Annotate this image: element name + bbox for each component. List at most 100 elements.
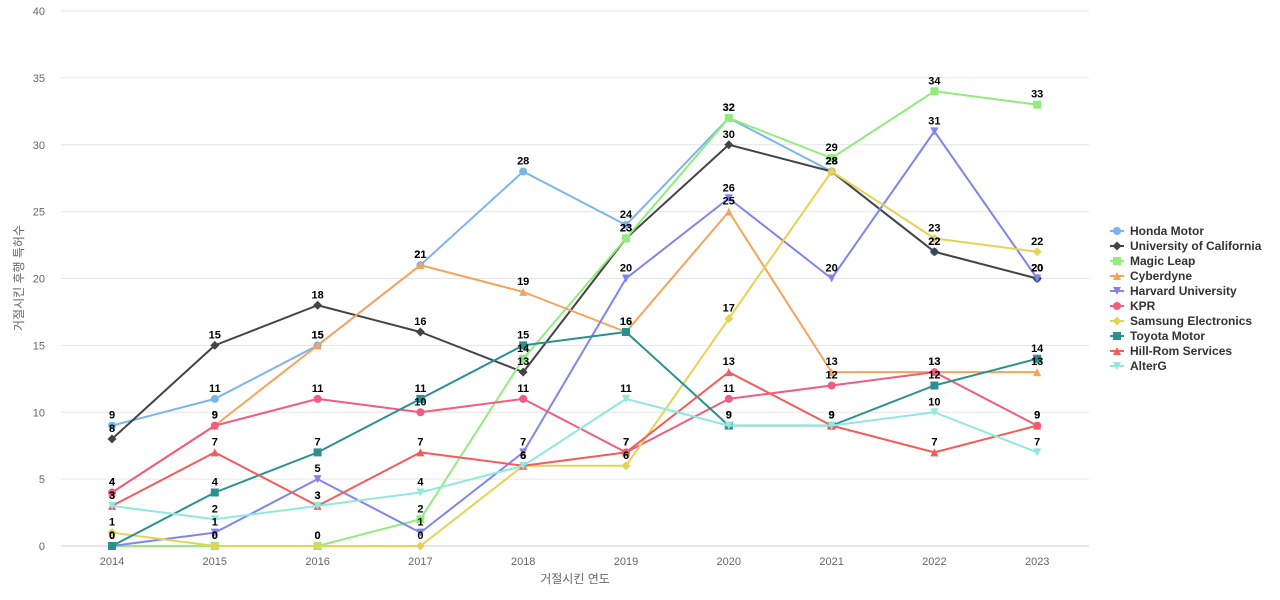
data-label: 15	[311, 329, 323, 341]
data-point[interactable]	[416, 448, 425, 457]
legend-item[interactable]: KPR	[1110, 299, 1156, 313]
data-point[interactable]	[724, 114, 733, 122]
data-point[interactable]	[622, 234, 630, 243]
data-point[interactable]	[313, 501, 322, 510]
data-point[interactable]	[724, 314, 734, 324]
legend-item[interactable]: Cyberdyne	[1110, 269, 1192, 283]
data-point[interactable]	[313, 475, 322, 484]
data-point[interactable]	[519, 448, 528, 457]
y-tick-label: 30	[33, 140, 45, 152]
data-point[interactable]	[416, 515, 425, 524]
data-point[interactable]	[416, 528, 425, 537]
data-point[interactable]	[622, 448, 630, 457]
legend-item[interactable]: Hill-Rom Services	[1110, 344, 1232, 358]
legend-item[interactable]: Magic Leap	[1110, 254, 1195, 268]
data-point[interactable]	[313, 341, 322, 350]
data-point[interactable]	[827, 381, 836, 390]
data-point[interactable]	[724, 368, 733, 377]
data-point[interactable]	[416, 394, 425, 403]
data-label: 3	[315, 490, 321, 502]
data-point[interactable]	[519, 354, 528, 363]
data-point[interactable]	[930, 87, 939, 96]
data-point[interactable]	[827, 368, 836, 377]
legend-item[interactable]: Toyota Motor	[1110, 329, 1205, 343]
legend-item[interactable]: Harvard University	[1110, 284, 1237, 298]
data-point[interactable]	[1033, 448, 1042, 457]
data-point[interactable]	[930, 381, 939, 390]
data-point[interactable]	[313, 394, 322, 403]
data-point[interactable]	[107, 528, 117, 538]
data-point[interactable]	[929, 233, 939, 243]
data-point[interactable]	[210, 488, 219, 497]
data-point[interactable]	[313, 448, 322, 457]
data-point[interactable]	[724, 140, 734, 150]
data-point[interactable]	[108, 542, 116, 550]
data-point[interactable]	[1033, 368, 1042, 377]
data-point[interactable]	[930, 408, 939, 417]
data-point[interactable]	[416, 408, 425, 417]
data-point[interactable]	[929, 247, 939, 257]
data-point[interactable]	[1033, 274, 1042, 283]
data-point[interactable]	[415, 327, 425, 337]
data-point[interactable]	[930, 127, 939, 136]
data-point[interactable]	[827, 274, 836, 283]
data-point[interactable]	[518, 367, 528, 377]
legend-label: Harvard University	[1130, 284, 1237, 298]
data-point[interactable]	[1032, 247, 1042, 257]
legend-label: Magic Leap	[1130, 254, 1195, 268]
legend-item[interactable]: AlterG	[1110, 359, 1167, 373]
y-tick-label: 35	[33, 73, 45, 85]
data-point[interactable]	[313, 300, 323, 310]
data-point[interactable]	[210, 340, 220, 350]
plot-area	[107, 87, 1042, 551]
data-point[interactable]	[724, 207, 733, 216]
legend-item[interactable]: University of California	[1110, 239, 1262, 253]
data-label: 9	[1034, 410, 1040, 422]
data-point[interactable]	[210, 528, 219, 537]
data-point[interactable]	[519, 341, 528, 350]
data-point[interactable]	[210, 541, 220, 551]
data-point[interactable]	[1033, 421, 1042, 430]
data-point[interactable]	[313, 541, 323, 551]
data-label: 11	[312, 383, 324, 395]
data-point[interactable]	[416, 488, 425, 497]
data-point[interactable]	[622, 328, 630, 336]
data-point[interactable]	[930, 368, 939, 377]
data-point[interactable]	[108, 501, 116, 510]
x-tick-label: 2019	[614, 556, 638, 568]
data-point[interactable]	[827, 154, 836, 163]
data-point[interactable]	[519, 394, 528, 403]
data-point[interactable]	[210, 515, 219, 524]
data-point[interactable]	[622, 274, 630, 283]
data-point[interactable]	[1033, 100, 1042, 109]
data-point[interactable]	[1033, 354, 1042, 363]
data-point[interactable]	[622, 221, 630, 229]
data-label: 13	[1031, 356, 1043, 368]
data-point[interactable]	[107, 434, 117, 444]
data-point[interactable]	[930, 448, 939, 457]
data-point[interactable]	[519, 461, 528, 470]
data-label: 1	[109, 517, 115, 529]
data-label: 24	[620, 209, 633, 221]
data-point[interactable]	[622, 394, 630, 403]
series-hill-rom-services	[108, 368, 1042, 510]
data-point[interactable]	[108, 421, 116, 430]
legend-item[interactable]: Samsung Electronics	[1110, 314, 1252, 328]
data-label: 22	[928, 236, 940, 248]
data-point[interactable]	[210, 394, 219, 403]
data-point[interactable]	[621, 461, 631, 471]
data-point[interactable]	[519, 287, 528, 296]
data-point[interactable]	[724, 421, 733, 430]
data-point[interactable]	[210, 421, 219, 430]
data-point[interactable]	[724, 394, 733, 403]
data-point[interactable]	[519, 167, 528, 176]
data-point[interactable]	[827, 167, 837, 176]
data-point[interactable]	[827, 421, 836, 430]
data-point[interactable]	[210, 448, 219, 457]
data-point[interactable]	[108, 488, 116, 497]
y-tick-label: 0	[39, 541, 45, 553]
legend-item[interactable]: Honda Motor	[1110, 224, 1204, 238]
data-point[interactable]	[416, 261, 425, 270]
data-point[interactable]	[724, 194, 733, 203]
data-point[interactable]	[415, 541, 425, 551]
